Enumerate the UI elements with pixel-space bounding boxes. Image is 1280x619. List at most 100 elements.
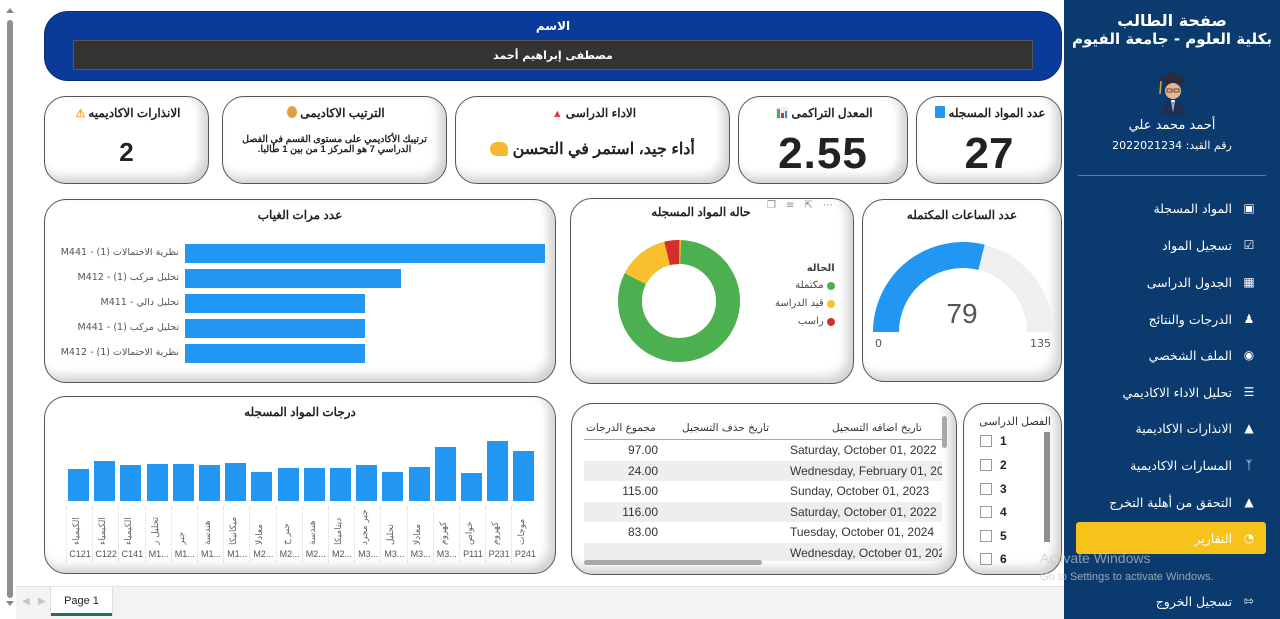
sidebar-item-schedule[interactable]: ▦ الجدول الدراسى <box>1146 274 1255 290</box>
slicer-title: الفصل الدراسى <box>979 416 1051 428</box>
checkbox[interactable] <box>980 530 992 542</box>
legend-item-completed[interactable]: مكتملة <box>775 280 835 291</box>
focus-mode-icon[interactable]: ⇱ <box>804 200 813 211</box>
sidebar-item-reports[interactable]: ◔ التقارير <box>1076 522 1266 554</box>
sidebar-item-graduation-eligibility[interactable]: ▲ التحقق من أهلية التخرج <box>1109 490 1256 514</box>
absence-bar[interactable] <box>185 319 365 338</box>
next-page-icon[interactable]: ▶ <box>38 596 46 607</box>
grade-bar[interactable] <box>277 468 299 501</box>
table-vertical-scrollbar[interactable] <box>942 416 947 448</box>
slicer-option[interactable]: 5 <box>980 529 1007 543</box>
gauge-title: عدد الساعات المكتمله <box>906 208 1018 222</box>
absence-bar[interactable] <box>185 269 401 288</box>
column-header-added-date[interactable]: تاريخ اضافه التسجيل <box>832 422 922 434</box>
sidebar-item-academic-tracks[interactable]: ᛉ المسارات الاكاديمية <box>1130 453 1256 477</box>
grade-bar[interactable] <box>120 465 142 501</box>
absence-bar[interactable] <box>185 244 545 263</box>
slicer-option[interactable]: 1 <box>980 434 1007 448</box>
grade-category-label: كهروم M3... <box>432 507 458 563</box>
slicer-option[interactable]: 3 <box>980 482 1007 496</box>
sidebar-item-performance-analysis[interactable]: ☰ تحليل الاداء الاكاديمي <box>1122 384 1255 400</box>
grade-bar[interactable] <box>251 472 273 501</box>
slicer-option[interactable]: 2 <box>980 458 1007 472</box>
slicer-option[interactable]: 4 <box>980 505 1007 519</box>
more-options-icon[interactable]: ⋯ <box>822 200 833 211</box>
course-grades-chart[interactable]: درجات المواد المسجله الكيمياء C121 الكيميا… <box>44 396 556 574</box>
name-value: مصطفى إبراهيم أحمد <box>73 40 1033 70</box>
flexed-biceps-icon <box>490 142 509 156</box>
table-row[interactable]: 116.00 Saturday, October 01, 2022 <box>584 501 942 522</box>
grade-bar[interactable] <box>434 447 456 501</box>
table-row[interactable]: 115.00 Sunday, October 01, 2023 <box>622 484 930 498</box>
checkbox[interactable] <box>980 459 992 471</box>
absence-bar[interactable] <box>185 294 365 313</box>
grade-bar[interactable] <box>303 468 325 501</box>
prev-page-icon[interactable]: ◀ <box>22 596 30 607</box>
grade-category-label: الكيمياء C121 <box>66 507 91 563</box>
column-header-total[interactable]: مجموع الدرجات <box>586 422 656 434</box>
sidebar-item-registered-courses[interactable]: ▣ المواد المسجلة <box>1153 200 1255 216</box>
clipboard-check-icon: ☑ <box>1243 238 1255 252</box>
checkbox[interactable] <box>980 553 992 565</box>
absence-bar-row[interactable]: M412 - نظرية الاحتمالات (1) <box>45 344 557 363</box>
grade-category-label: ميكانيكا M1... <box>223 507 248 563</box>
grade-bar[interactable] <box>382 472 404 501</box>
filter-icon[interactable]: ≡ <box>785 200 795 211</box>
registration-table[interactable]: مجموع الدرجات تاريخ حذف التسجيل تاريخ اض… <box>571 403 957 575</box>
tab-page-1[interactable]: Page 1 <box>50 587 113 616</box>
grade-bar[interactable] <box>146 464 168 501</box>
copy-icon[interactable]: ❐ <box>767 200 776 211</box>
kpi-performance: ▲ الاداء الدراسى أداء جيد، استمر في التحس… <box>455 96 730 184</box>
grade-bar[interactable] <box>356 465 378 501</box>
grade-bar[interactable] <box>513 451 535 501</box>
absence-bar[interactable] <box>185 344 365 363</box>
branch-icon: ᛉ <box>1245 458 1253 472</box>
sidebar-item-course-registration[interactable]: ☑ تسجيل المواد <box>1162 237 1255 253</box>
table-row[interactable]: 24.00 Wednesday, February 01, 2023 <box>584 460 942 481</box>
table-row[interactable]: Wednesday, October 01, 2025 <box>584 542 942 561</box>
scroll-up-arrow-icon[interactable] <box>6 8 14 13</box>
grade-category-label: تحليل M3... <box>380 507 405 563</box>
checkbox[interactable] <box>980 435 992 447</box>
completed-hours-gauge[interactable]: عدد الساعات المكتمله 79 0 135 <box>862 199 1062 382</box>
legend-dot-icon <box>826 281 835 290</box>
grade-bar[interactable] <box>94 461 116 501</box>
slicer-scrollbar[interactable] <box>1044 432 1050 542</box>
absences-chart[interactable]: عدد مرات الغياب M441 - نظرية الاحتمالات … <box>44 199 556 383</box>
grades-plot-area: الكيمياء C121 الكيمياء C122 الكيمياء C141 تحلي… <box>65 397 545 575</box>
sidebar-item-grades-results[interactable]: ♟ الدرجات والنتائج <box>1148 311 1255 327</box>
absence-bar-row[interactable]: M441 - نظرية الاحتمالات (1) <box>45 244 557 263</box>
grade-bar[interactable] <box>225 463 247 501</box>
grade-bar[interactable] <box>199 465 220 501</box>
absence-bar-row[interactable]: M441 - تحليل مركب (1) <box>45 319 557 338</box>
table-row[interactable]: 97.00 Saturday, October 01, 2022 <box>627 443 937 457</box>
column-header-deleted-date[interactable]: تاريخ حذف التسجيل <box>682 422 770 434</box>
table-horizontal-scrollbar[interactable] <box>584 560 762 565</box>
grade-category-label: هندسة M2... <box>301 507 327 563</box>
scrollbar-thumb[interactable] <box>7 20 13 598</box>
sidebar-item-profile[interactable]: ◉ الملف الشخصي <box>1148 347 1255 363</box>
logout-button[interactable]: ⇰ تسجيل الخروج <box>1155 593 1255 609</box>
grade-bar[interactable] <box>330 468 351 501</box>
absence-bar-row[interactable]: M411 - تحليل دالي <box>45 294 557 313</box>
kpi-registered-courses: عدد المواد المسجله 27 <box>916 96 1062 184</box>
legend-item-in-progress[interactable]: قيد الدراسة <box>775 298 835 309</box>
slicer-option[interactable]: 6 <box>980 552 1007 566</box>
grade-bar[interactable] <box>68 469 89 501</box>
checkbox[interactable] <box>980 506 992 518</box>
grade-bar[interactable] <box>172 464 194 501</box>
checkbox[interactable] <box>980 483 992 495</box>
gauge-min: 0 <box>875 337 882 350</box>
donut-svg[interactable] <box>617 239 741 363</box>
scroll-down-arrow-icon[interactable] <box>6 601 14 606</box>
grade-bar[interactable] <box>487 441 509 501</box>
absence-bar-row[interactable]: M412 - تحليل مركب (1) <box>45 269 557 288</box>
grade-bar[interactable] <box>408 467 430 501</box>
page-vertical-scrollbar[interactable] <box>6 8 14 606</box>
sidebar-item-academic-warnings[interactable]: ▲ الانذارات الاكاديمية <box>1136 416 1256 440</box>
legend-item-failed[interactable]: راسب <box>775 316 835 327</box>
course-status-donut-chart[interactable]: حاله المواد المسجله ❐ ≡ ⇱ ⋯ الحاله مكتمل… <box>570 198 854 384</box>
grade-category-label: ديناميكا M2... <box>328 507 353 563</box>
grade-bar[interactable] <box>461 473 482 501</box>
table-row[interactable]: 83.00 Tuesday, October 01, 2024 <box>627 525 935 539</box>
